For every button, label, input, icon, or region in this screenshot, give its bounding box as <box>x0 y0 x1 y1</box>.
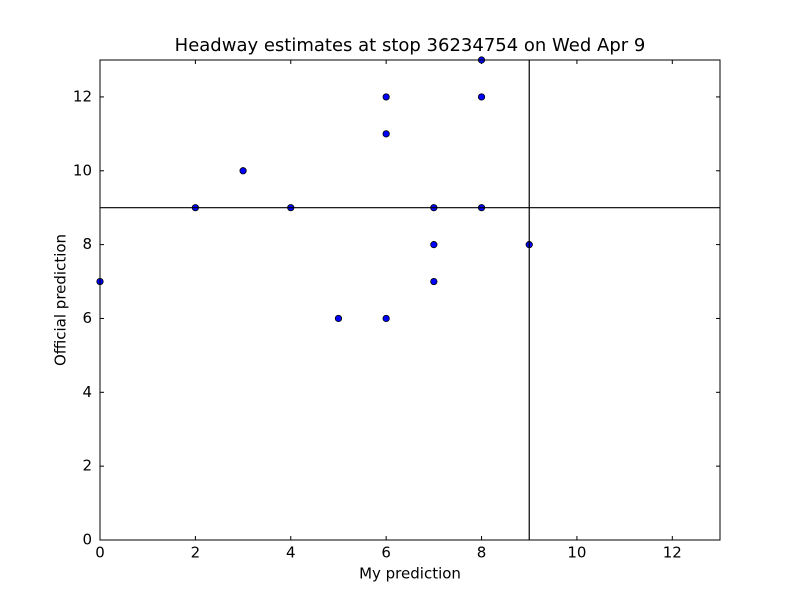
y-tick-label: 10 <box>73 161 92 179</box>
x-tick-label: 4 <box>286 544 296 562</box>
y-tick-label: 4 <box>82 383 92 401</box>
x-tick-label: 8 <box>477 544 487 562</box>
y-tick-label: 12 <box>73 87 92 105</box>
chart-title: Headway estimates at stop 36234754 on We… <box>175 35 646 56</box>
x-tick-label: 10 <box>567 544 586 562</box>
y-tick-label: 0 <box>82 531 92 549</box>
point <box>334 314 343 323</box>
point <box>382 93 390 101</box>
y-axis-label: Official prediction <box>52 234 70 366</box>
x-tick-label: 6 <box>381 544 391 562</box>
y-tick-label: 2 <box>82 457 92 475</box>
point <box>382 130 390 138</box>
x-tick-label: 12 <box>663 544 682 562</box>
point <box>477 93 486 101</box>
point <box>430 277 438 286</box>
x-tick-label: 0 <box>95 544 105 562</box>
point <box>382 314 390 323</box>
y-tick-label: 8 <box>82 235 92 253</box>
x-axis-label: My prediction <box>359 565 461 583</box>
plot-frame <box>99 59 721 541</box>
x-tick-label: 2 <box>191 544 201 562</box>
point <box>239 167 247 175</box>
y-tick-label: 6 <box>82 309 92 327</box>
point <box>430 241 438 249</box>
